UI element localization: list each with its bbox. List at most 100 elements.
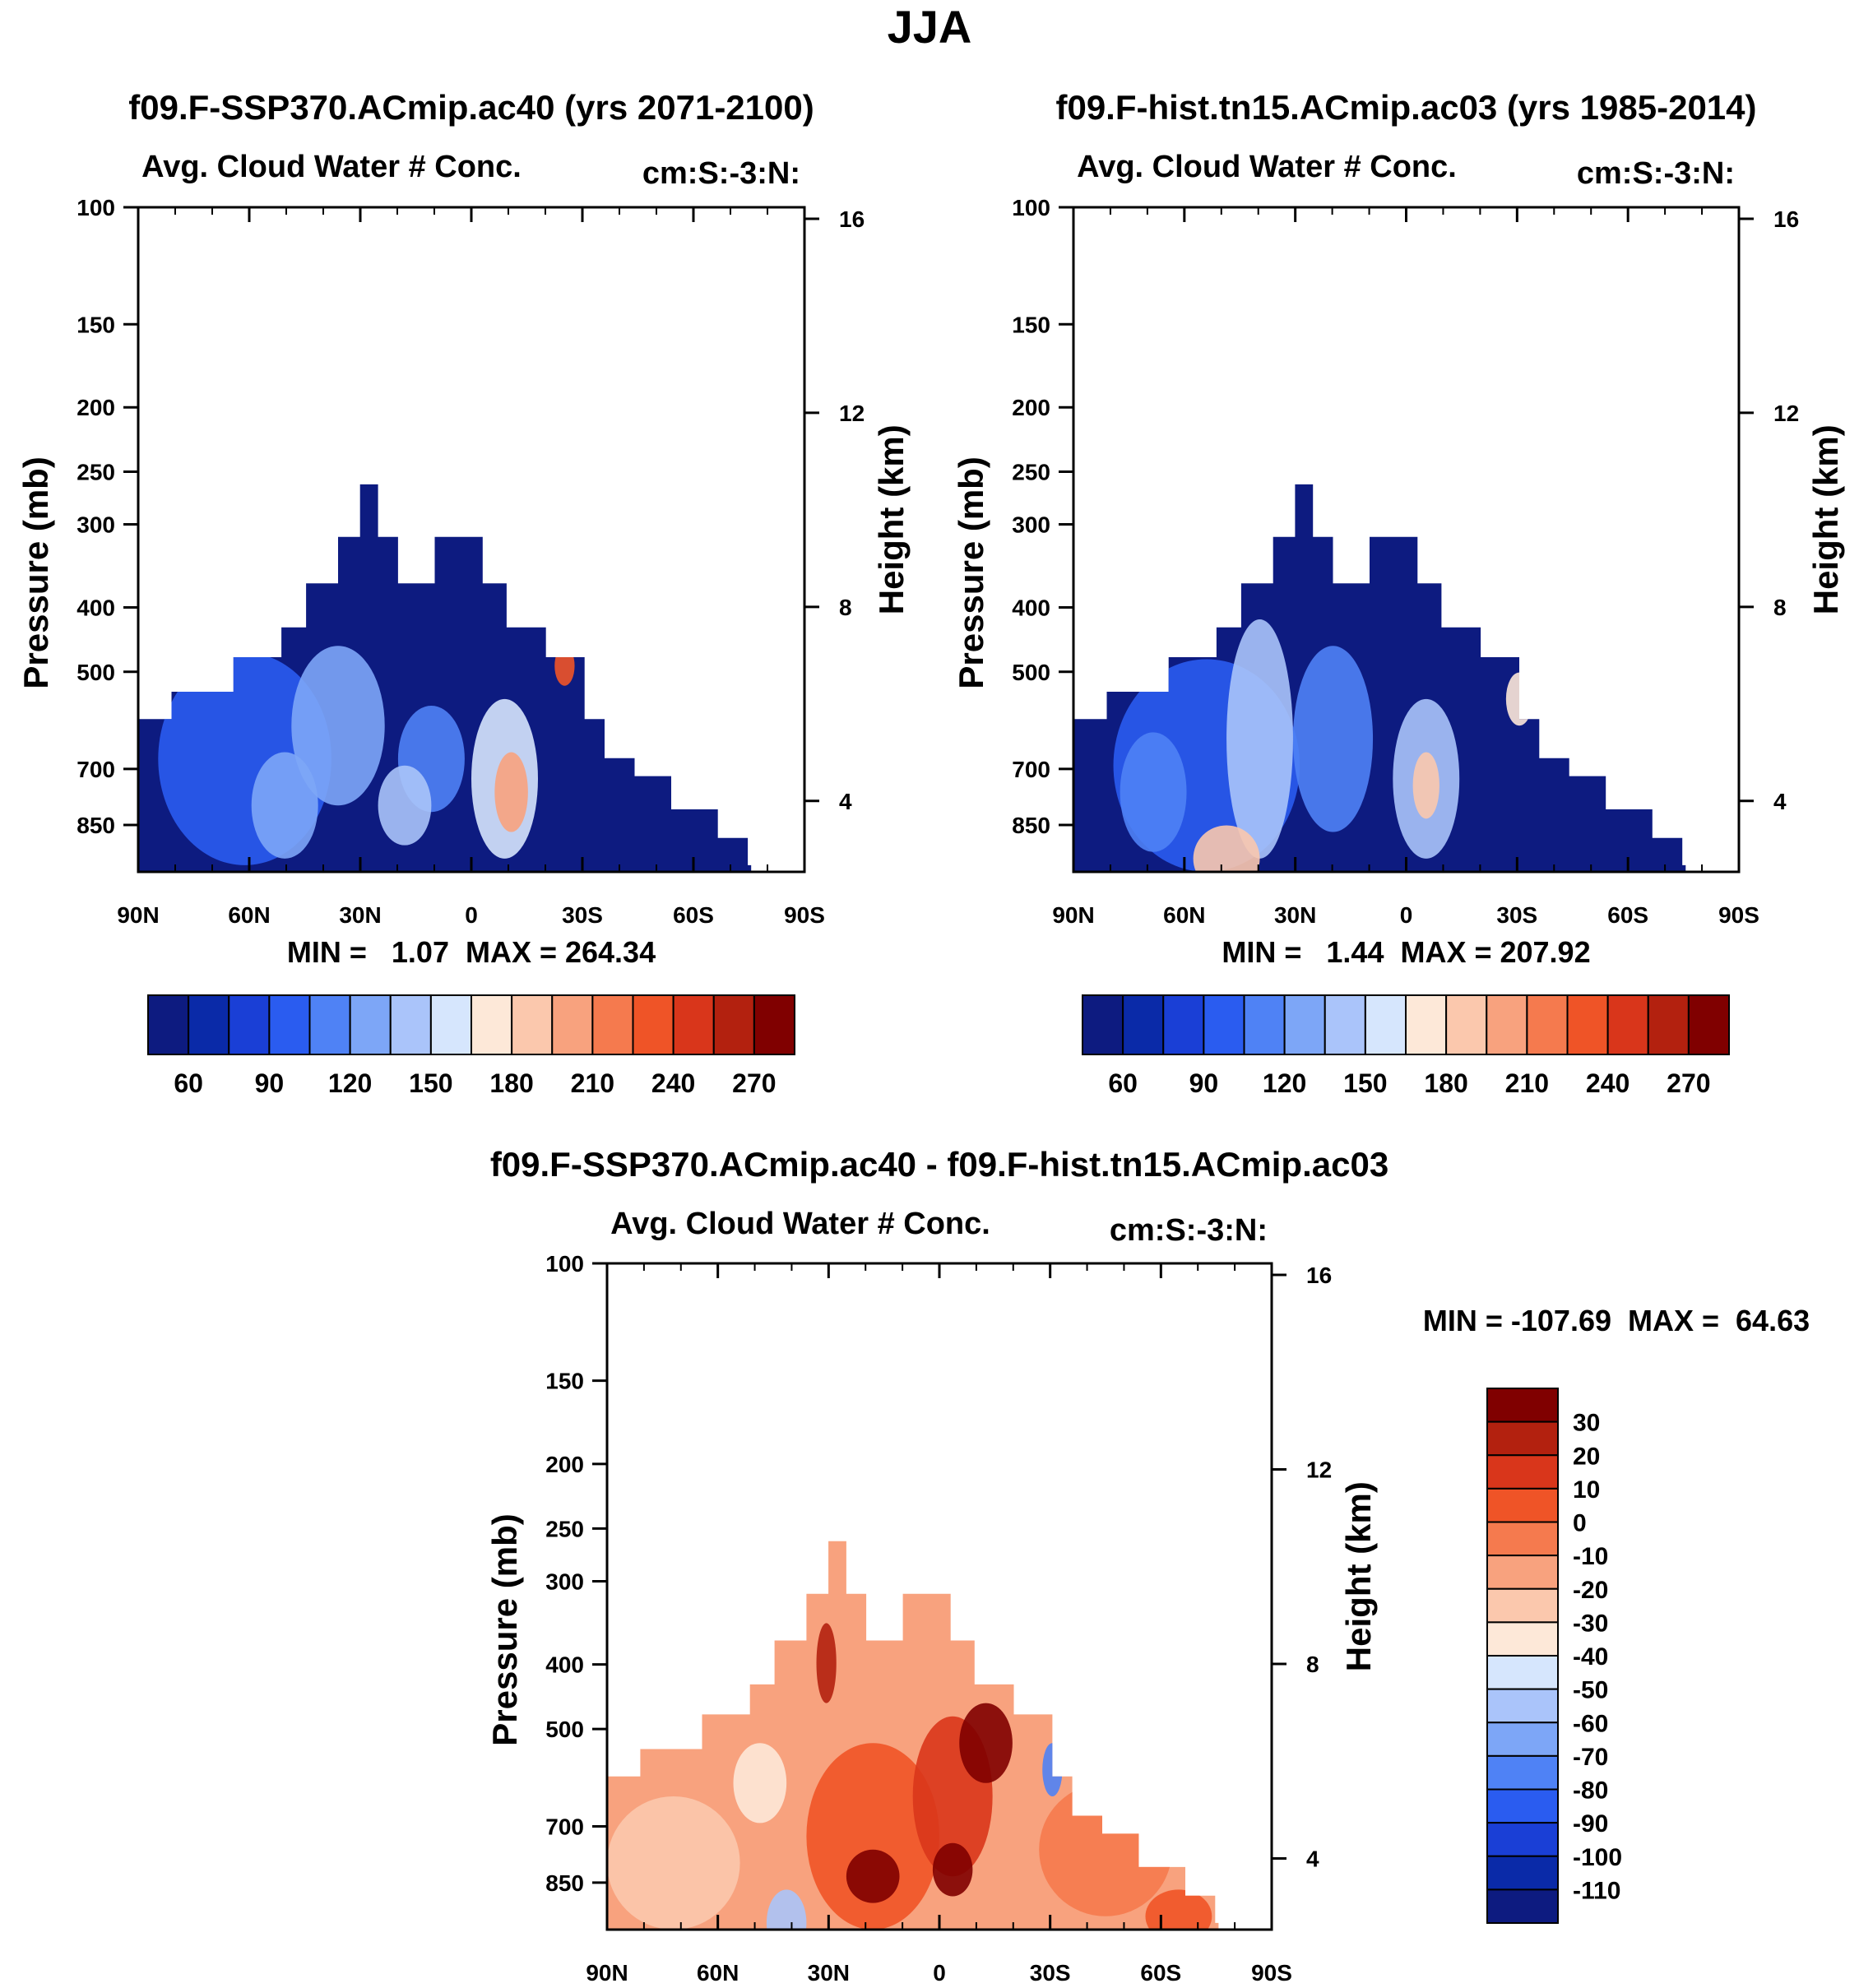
x-tick-label: 60N (697, 1960, 739, 1986)
y-tick-label: 300 (545, 1569, 584, 1594)
y-right-tick-label: 4 (1306, 1847, 1319, 1872)
colorbar-box (308, 994, 351, 1055)
field-blob (806, 1743, 939, 1930)
y-right-tick-label: 16 (1306, 1263, 1332, 1288)
colorbar-box (1486, 1655, 1559, 1690)
y-right-tick-label: 4 (839, 789, 852, 814)
colorbar-box (228, 994, 271, 1055)
y-tick-label: 200 (76, 395, 115, 420)
colorbar-box (1486, 1754, 1559, 1791)
y-right-axis-label: Height (km) (1806, 424, 1845, 614)
y-tick-label: 500 (545, 1717, 584, 1742)
colorbar-box (429, 994, 472, 1055)
colorbar-box (1486, 1888, 1559, 1924)
colorbar-label: -110 (1573, 1877, 1620, 1904)
panel-title: f09.F-hist.tn15.ACmip.ac03 (yrs 1985-201… (1055, 88, 1756, 127)
colorbar-box (551, 994, 594, 1055)
field-blob (554, 646, 575, 686)
colorbar-box (147, 994, 190, 1055)
y-axis-label: Pressure (mb) (952, 456, 990, 688)
colorbar-label: 210 (571, 1068, 614, 1098)
colorbar-box (1162, 994, 1205, 1055)
colorbar-label: 150 (409, 1068, 452, 1098)
colorbar-label: -80 (1573, 1777, 1608, 1805)
colorbar-box (1405, 994, 1448, 1055)
colorbar-label: 270 (1667, 1068, 1710, 1098)
y-axis-label: Pressure (mb) (485, 1513, 524, 1745)
x-tick-label: 90N (1052, 902, 1094, 928)
colorbar-box (1566, 994, 1609, 1055)
colorbar-box (268, 994, 311, 1055)
field-blob (607, 1796, 740, 1930)
colorbar-label: 20 (1573, 1443, 1600, 1470)
x-tick-label: 30N (339, 902, 381, 928)
field-blob (1145, 1889, 1212, 1930)
colorbar-box (591, 994, 634, 1055)
x-tick-label: 90S (784, 902, 825, 928)
y-axis-label: Pressure (mb) (16, 456, 55, 688)
field-blob (1039, 1782, 1172, 1916)
field-blob (291, 646, 385, 806)
figure-title: JJA (888, 1, 972, 53)
colorbar-box (1486, 1688, 1559, 1724)
colorbar-label: 240 (651, 1068, 695, 1098)
colorbar-label: 270 (732, 1068, 776, 1098)
subtitle-left: Avg. Cloud Water # Conc. (610, 1207, 990, 1241)
colorbar-label: -50 (1573, 1677, 1608, 1704)
y-tick-label: 250 (545, 1516, 584, 1541)
y-right-tick-label: 8 (839, 595, 852, 620)
colorbar-box (1486, 1621, 1559, 1657)
field-blob (959, 1703, 1013, 1783)
field-blob (378, 765, 432, 846)
field-blob (932, 1842, 973, 1897)
x-tick-label: 30S (562, 902, 603, 928)
field-blob (1226, 619, 1293, 859)
colorbar-box (1486, 1788, 1559, 1824)
y-tick-label: 300 (1012, 512, 1050, 538)
y-tick-label: 300 (76, 512, 115, 538)
colorbar-box (672, 994, 715, 1055)
y-tick-label: 100 (1012, 195, 1050, 220)
colorbar-box (712, 994, 755, 1055)
panel-title: f09.F-SSP370.ACmip.ac40 - f09.F-hist.tn1… (490, 1145, 1388, 1184)
colorbar-label: 210 (1505, 1068, 1549, 1098)
colorbar-box (1647, 994, 1690, 1055)
colorbar-box (1283, 994, 1326, 1055)
y-tick-label: 250 (76, 460, 115, 485)
colorbar-box (1486, 1555, 1559, 1590)
stats-line: MIN = -107.69 MAX = 64.63 (1423, 1304, 1810, 1337)
y-tick-label: 100 (76, 195, 115, 220)
field (1073, 484, 1686, 872)
field-blob (1193, 825, 1260, 872)
field-blob (846, 1849, 900, 1903)
y-right-tick-label: 16 (839, 206, 865, 232)
colorbar-box (1486, 1587, 1559, 1624)
field-blob (1292, 646, 1374, 832)
colorbar-box (1486, 1388, 1559, 1423)
colorbar-label: -70 (1573, 1744, 1608, 1771)
colorbar-box (1445, 994, 1488, 1055)
colorbar-box (1687, 994, 1730, 1055)
y-right-tick-label: 8 (1773, 595, 1787, 620)
colorbar-label: 120 (1263, 1068, 1306, 1098)
colorbar-box (389, 994, 432, 1055)
colorbar-box (349, 994, 392, 1055)
colorbar-label: -40 (1573, 1643, 1608, 1671)
colorbar-box (1243, 994, 1286, 1055)
x-tick-label: 0 (465, 902, 478, 928)
y-right-tick-label: 4 (1773, 789, 1787, 814)
colorbar-label: 10 (1573, 1476, 1600, 1504)
y-right-tick-label: 12 (1773, 401, 1799, 426)
subtitle-right: cm:S:-3:N: (642, 156, 800, 191)
colorbar-label: 180 (1424, 1068, 1467, 1098)
y-tick-label: 150 (76, 312, 115, 337)
field (138, 484, 752, 872)
y-tick-label: 150 (545, 1369, 584, 1394)
colorbar-label: -30 (1573, 1610, 1608, 1637)
colorbar-label: -20 (1573, 1577, 1608, 1604)
colorbar-box (753, 994, 795, 1055)
colorbar-label: 60 (174, 1068, 203, 1098)
field-blob (1120, 732, 1187, 852)
y-tick-label: 400 (76, 595, 115, 620)
y-tick-label: 400 (545, 1652, 584, 1678)
